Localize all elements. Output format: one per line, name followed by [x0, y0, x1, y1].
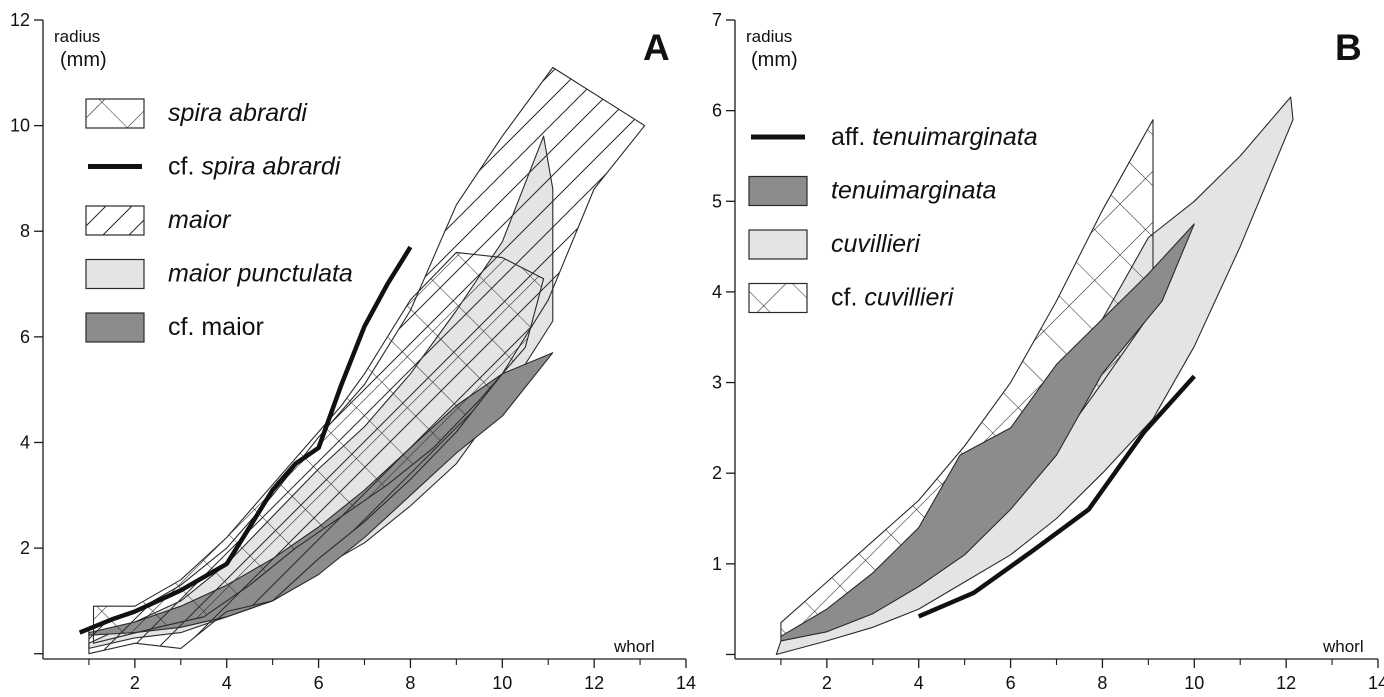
panel-a-legend-item: cf. maior: [85, 312, 264, 343]
panel-a-y-tick-label: 8: [20, 221, 30, 241]
panel-b-y-tick-label: 4: [712, 282, 722, 302]
panel-b-y-tick-label: 6: [712, 101, 722, 121]
panel-a-y-tick-label: 10: [10, 116, 30, 136]
legend-label: maior: [168, 206, 232, 234]
legend-swatch: [85, 312, 145, 343]
panel-b-y-axis-title-line2: (mm): [751, 49, 798, 71]
legend-swatch: [85, 98, 145, 129]
panel-b-legend-item: tenuimarginata: [748, 175, 996, 207]
panel-b-y-tick-label: 1: [712, 554, 722, 574]
panel-a-x-tick-label: 4: [222, 673, 232, 693]
panel-b-y-tick-label: 5: [712, 191, 722, 211]
panel-b-x-tick-label: 10: [1184, 673, 1204, 693]
panel-b-x-axis-title: whorl: [1322, 637, 1364, 656]
panel-b-y-tick-label: 7: [712, 10, 722, 30]
panel-a-label: A: [643, 27, 670, 68]
legend-label: spira abrardi: [168, 99, 308, 127]
panel-b-label: B: [1335, 27, 1362, 68]
panel-b-x-tick-label: 2: [822, 673, 832, 693]
legend-label: aff. tenuimarginata: [831, 123, 1038, 151]
panel-a-area-maior: [88, 66, 646, 655]
panel-b-legend: aff. tenuimarginata tenuimarginata cuvilli…: [748, 123, 1038, 314]
panel-a-x-tick-label: 2: [130, 673, 140, 693]
panel-a-x-tick-label: 8: [405, 673, 415, 693]
panel-a-legend: spira abrardi cf. spira abrardi maior maior…: [85, 98, 353, 343]
panel-b-y-tick-label: 2: [712, 463, 722, 483]
legend-swatch: [748, 229, 808, 260]
panel-b-x-tick-label: 8: [1097, 673, 1107, 693]
legend-swatch: [748, 175, 808, 207]
panel-b-data-areas: [775, 96, 1294, 656]
panel-a-y-axis-title-line2: (mm): [60, 49, 107, 71]
panel-a-x-tick-label: 12: [584, 673, 604, 693]
panel-a-x-tick-label: 14: [676, 673, 696, 693]
panel-b-y-tick-label: 3: [712, 373, 722, 393]
legend-swatch: [748, 282, 808, 314]
panel-a-x-tick-label: 6: [314, 673, 324, 693]
panel-a-x-axis-title: whorl: [613, 637, 655, 656]
panel-a-data-areas: [78, 66, 646, 655]
panel-b-x-tick-label: 6: [1006, 673, 1016, 693]
panel-a-y-axis-title-line1: radius: [54, 27, 100, 46]
panel-a-x-tick-label: 10: [492, 673, 512, 693]
panel-a-y-tick-label: 6: [20, 327, 30, 347]
panel-b-x-tick-label: 4: [914, 673, 924, 693]
panel-a-legend-item: spira abrardi: [85, 98, 308, 129]
legend-label: maior punctulata: [168, 260, 353, 288]
panel-b-x-tick-label: 14: [1368, 673, 1384, 693]
panel-b-y-axis-title-line1: radius: [746, 27, 792, 46]
panel-a-line-cf-spira-abrardi: [78, 245, 413, 635]
panel-a-legend-item: maior: [85, 205, 232, 236]
panel-a-ticks: 2 4 6 8 10 12 14 2 4 6 8 10 12: [10, 10, 696, 693]
panel-a-legend-item: cf. spira abrardi: [88, 153, 342, 181]
panel-b-legend-item: aff. tenuimarginata: [751, 123, 1038, 151]
legend-label: tenuimarginata: [831, 177, 996, 205]
panel-a: 2 4 6 8 10 12 14 2 4 6 8 10 12 radius (mm) A whorl s…: [10, 10, 696, 693]
panel-a-y-tick-label: 4: [20, 432, 30, 452]
panel-a-y-tick-label: 2: [20, 538, 30, 558]
panel-a-legend-item: maior punctulata: [85, 258, 353, 290]
panel-b-line-aff-tenuimarginata: [917, 374, 1196, 619]
legend-swatch: [85, 205, 145, 236]
panel-a-y-tick-label: 12: [10, 10, 30, 30]
legend-label: cf. cuvillieri: [831, 284, 955, 312]
panel-b-x-tick-label: 12: [1276, 673, 1296, 693]
legend-swatch: [85, 258, 145, 290]
legend-label: cf. maior: [168, 313, 264, 341]
legend-label: cf. spira abrardi: [168, 153, 342, 181]
legend-label: cuvillieri: [831, 230, 921, 258]
panel-b-area-tenuimarginata: [780, 223, 1195, 642]
panel-b-legend-item: cf. cuvillieri: [748, 282, 955, 314]
panel-b-legend-item: cuvillieri: [748, 229, 921, 260]
